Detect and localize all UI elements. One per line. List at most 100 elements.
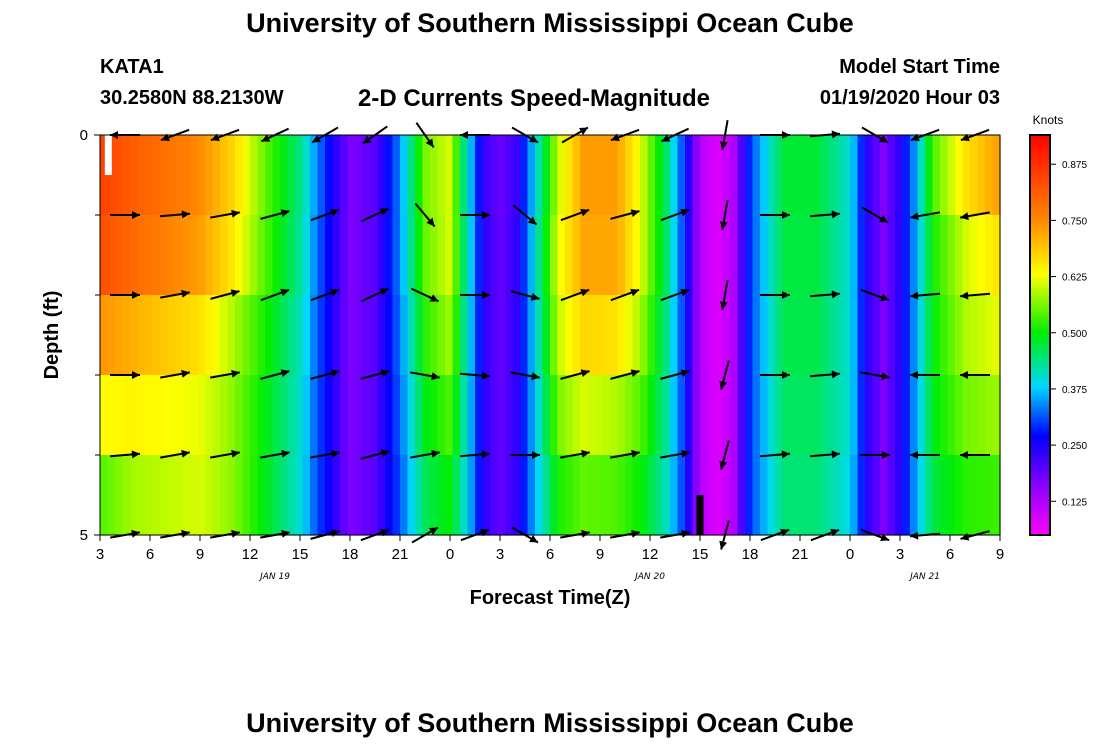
colorbar-tick-label: 0.875: [1062, 160, 1087, 171]
current-vector: [809, 370, 841, 379]
heatmap-cell: [572, 455, 581, 536]
heatmap-cell: [220, 375, 229, 456]
heatmap-cell: [587, 455, 596, 536]
heatmap-cell: [512, 215, 521, 296]
heatmap-cell: [512, 135, 521, 216]
heatmap-cell: [835, 455, 844, 536]
heatmap-cell: [355, 135, 364, 216]
heatmap-cell: [595, 135, 604, 216]
heatmap-cell: [242, 295, 251, 376]
heatmap-cell: [880, 295, 889, 376]
heatmap-cell: [175, 215, 184, 296]
current-vector: [809, 210, 841, 219]
heatmap-cell: [760, 135, 769, 216]
x-tick-label: 0: [446, 546, 454, 563]
heatmap-cell: [362, 215, 371, 296]
current-vector: [510, 451, 540, 459]
current-vector: [960, 211, 990, 221]
current-vector: [910, 371, 940, 379]
heatmap-cell: [445, 215, 454, 296]
current-vector: [610, 449, 640, 459]
heatmap-cell: [617, 295, 626, 376]
current-vector: [414, 202, 436, 228]
heatmap-cell: [940, 375, 949, 456]
current-vector: [960, 451, 990, 459]
heatmap-cell: [977, 215, 986, 296]
heatmap-cell: [242, 215, 251, 296]
heatmap-cell: [317, 295, 326, 376]
current-vector: [560, 208, 590, 222]
heatmap-cell: [115, 295, 124, 376]
heatmap-cell: [932, 375, 941, 456]
heatmap-cell: [662, 215, 671, 296]
heatmap-cell: [107, 135, 116, 216]
heatmap-cell: [595, 295, 604, 376]
heatmap-cell: [767, 295, 776, 376]
current-vector: [560, 449, 590, 459]
heatmap-cell: [752, 215, 761, 296]
heatmap-cell: [655, 295, 664, 376]
heatmap-cell: [790, 455, 799, 536]
heatmap-cell: [505, 455, 514, 536]
heatmap-cell: [670, 215, 679, 296]
heatmap-cell: [407, 375, 416, 456]
heatmap-cell: [797, 375, 806, 456]
heatmap-cell: [512, 455, 521, 536]
heatmap-cell: [182, 295, 191, 376]
heatmap-cell: [962, 215, 971, 296]
heatmap-cell: [970, 375, 979, 456]
heatmap-cell: [130, 135, 139, 216]
heatmap-cell: [872, 295, 881, 376]
heatmap-cell: [887, 295, 896, 376]
heatmap-cell: [505, 295, 514, 376]
heatmap-cell: [437, 455, 446, 536]
heatmap-cell: [850, 135, 859, 216]
heatmap-cell: [857, 455, 866, 536]
heatmap-cell: [670, 455, 679, 536]
colorbar-tick-label: 0.750: [1062, 216, 1087, 227]
heatmap-cell: [355, 455, 364, 536]
heatmap-cell: [580, 295, 589, 376]
heatmap-cell: [190, 135, 199, 216]
heatmap-cell: [790, 375, 799, 456]
heatmap-cell: [625, 455, 634, 536]
heatmap-cell: [490, 215, 499, 296]
heatmap-cell: [850, 215, 859, 296]
heatmap-cell: [692, 375, 701, 456]
heatmap-cell: [827, 455, 836, 536]
heatmap-cell: [782, 455, 791, 536]
current-vector: [610, 209, 640, 220]
heatmap-cell: [167, 455, 176, 536]
heatmap-cell: [175, 135, 184, 216]
heatmap-cell: [115, 375, 124, 456]
x-tick-label: 21: [392, 546, 409, 563]
heatmap-cell: [602, 135, 611, 216]
heatmap-cell: [145, 135, 154, 216]
heatmap-cell: [212, 375, 221, 456]
heatmap-cell: [782, 295, 791, 376]
heatmap-cell: [917, 455, 926, 536]
heatmap-cell: [235, 375, 244, 456]
heatmap-cell: [370, 215, 379, 296]
heatmap-cell: [167, 135, 176, 216]
heatmap-cell: [617, 375, 626, 456]
heatmap-cell: [535, 215, 544, 296]
heatmap-cell: [550, 455, 559, 536]
heatmap-cell: [302, 375, 311, 456]
heatmap-cell: [820, 375, 829, 456]
heatmap-cell: [385, 375, 394, 456]
heatmap-cell: [302, 215, 311, 296]
heatmap-cell: [115, 135, 124, 216]
heatmap-cell: [962, 295, 971, 376]
heatmap-cell: [332, 135, 341, 216]
heatmap-cell: [422, 455, 431, 536]
heatmap-cell: [992, 295, 1001, 376]
current-vector: [861, 206, 889, 224]
heatmap-cell: [977, 295, 986, 376]
heatmap-cell: [902, 455, 911, 536]
heatmap-cell: [505, 135, 514, 216]
current-vector: [110, 371, 140, 379]
heatmap-cell: [422, 295, 431, 376]
heatmap-cell: [625, 215, 634, 296]
current-vector: [210, 369, 240, 379]
